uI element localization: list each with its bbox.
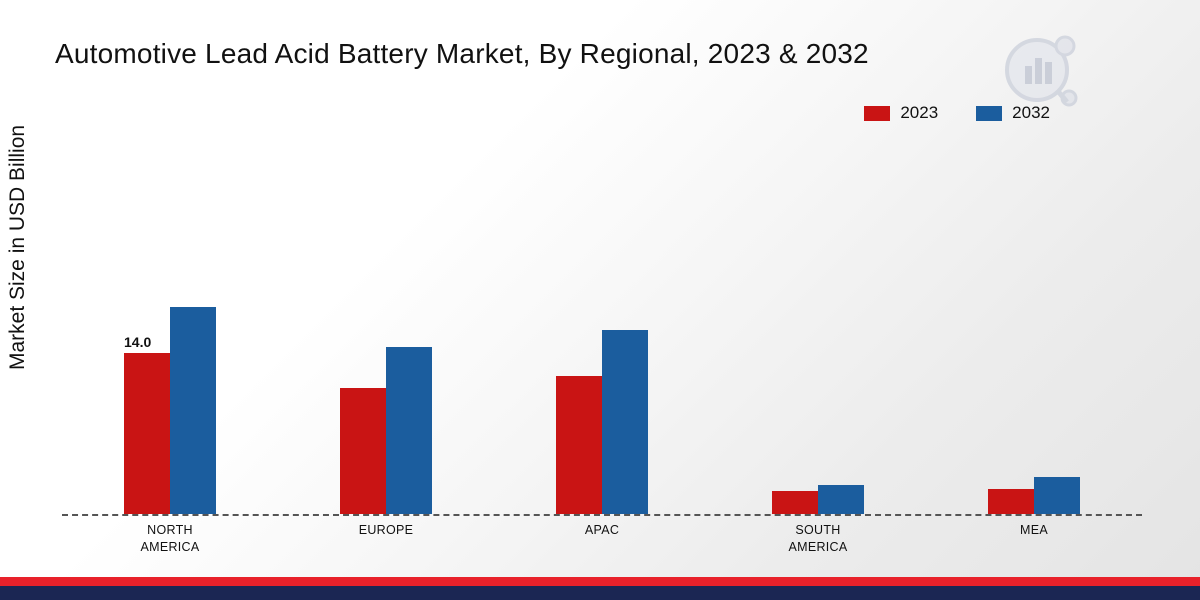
bar-2032-apac [602, 330, 648, 514]
bar-group-north-america: 14.0 NORTH AMERICA [62, 150, 278, 554]
category-label-north-america: NORTH AMERICA [140, 523, 200, 554]
legend-label-2023: 2023 [900, 103, 939, 122]
bar-value-label: 14.0 [124, 334, 152, 350]
legend-item-2032: 2032 [976, 103, 1050, 123]
legend: 2023 2032 [864, 103, 1050, 123]
bar-2032-north-america [170, 307, 216, 514]
category-label-mea: MEA [1020, 523, 1048, 537]
legend-label-2032: 2032 [1012, 103, 1050, 122]
plot-area: 14.0 NORTH AMERICA EUROPE APAC SOUTH AMERICA… [62, 150, 1142, 554]
y-axis-label: Market Size in USD Billion [6, 124, 29, 370]
bar-2023-south-america [772, 491, 818, 514]
bar-group-south-america: SOUTH AMERICA [710, 150, 926, 554]
bar-2032-mea [1034, 477, 1080, 514]
bar-group-europe: EUROPE [278, 150, 494, 537]
legend-item-2023: 2023 [864, 103, 938, 123]
bar-group-mea: MEA [926, 150, 1142, 537]
category-label-apac: APAC [584, 523, 620, 537]
bar-group-apac: APAC [494, 150, 710, 537]
bar-2023-mea [988, 488, 1034, 514]
legend-swatch-2032 [976, 105, 1003, 121]
bar-2032-south-america [818, 485, 864, 514]
bar-2023-europe [340, 387, 386, 514]
brand-logo-watermark [1005, 35, 1078, 107]
chart-title: Automotive Lead Acid Battery Market, By … [55, 38, 869, 69]
bar-2023-apac [556, 376, 602, 514]
legend-swatch-2023 [864, 105, 891, 121]
bar-2023-north-america: 14.0 [124, 334, 170, 514]
bar-2032-europe [386, 347, 432, 514]
footer-strip-red [0, 577, 1200, 586]
category-label-south-america: SOUTH AMERICA [788, 523, 848, 554]
footer-strip-navy [0, 586, 1200, 600]
category-label-europe: EUROPE [358, 523, 414, 537]
